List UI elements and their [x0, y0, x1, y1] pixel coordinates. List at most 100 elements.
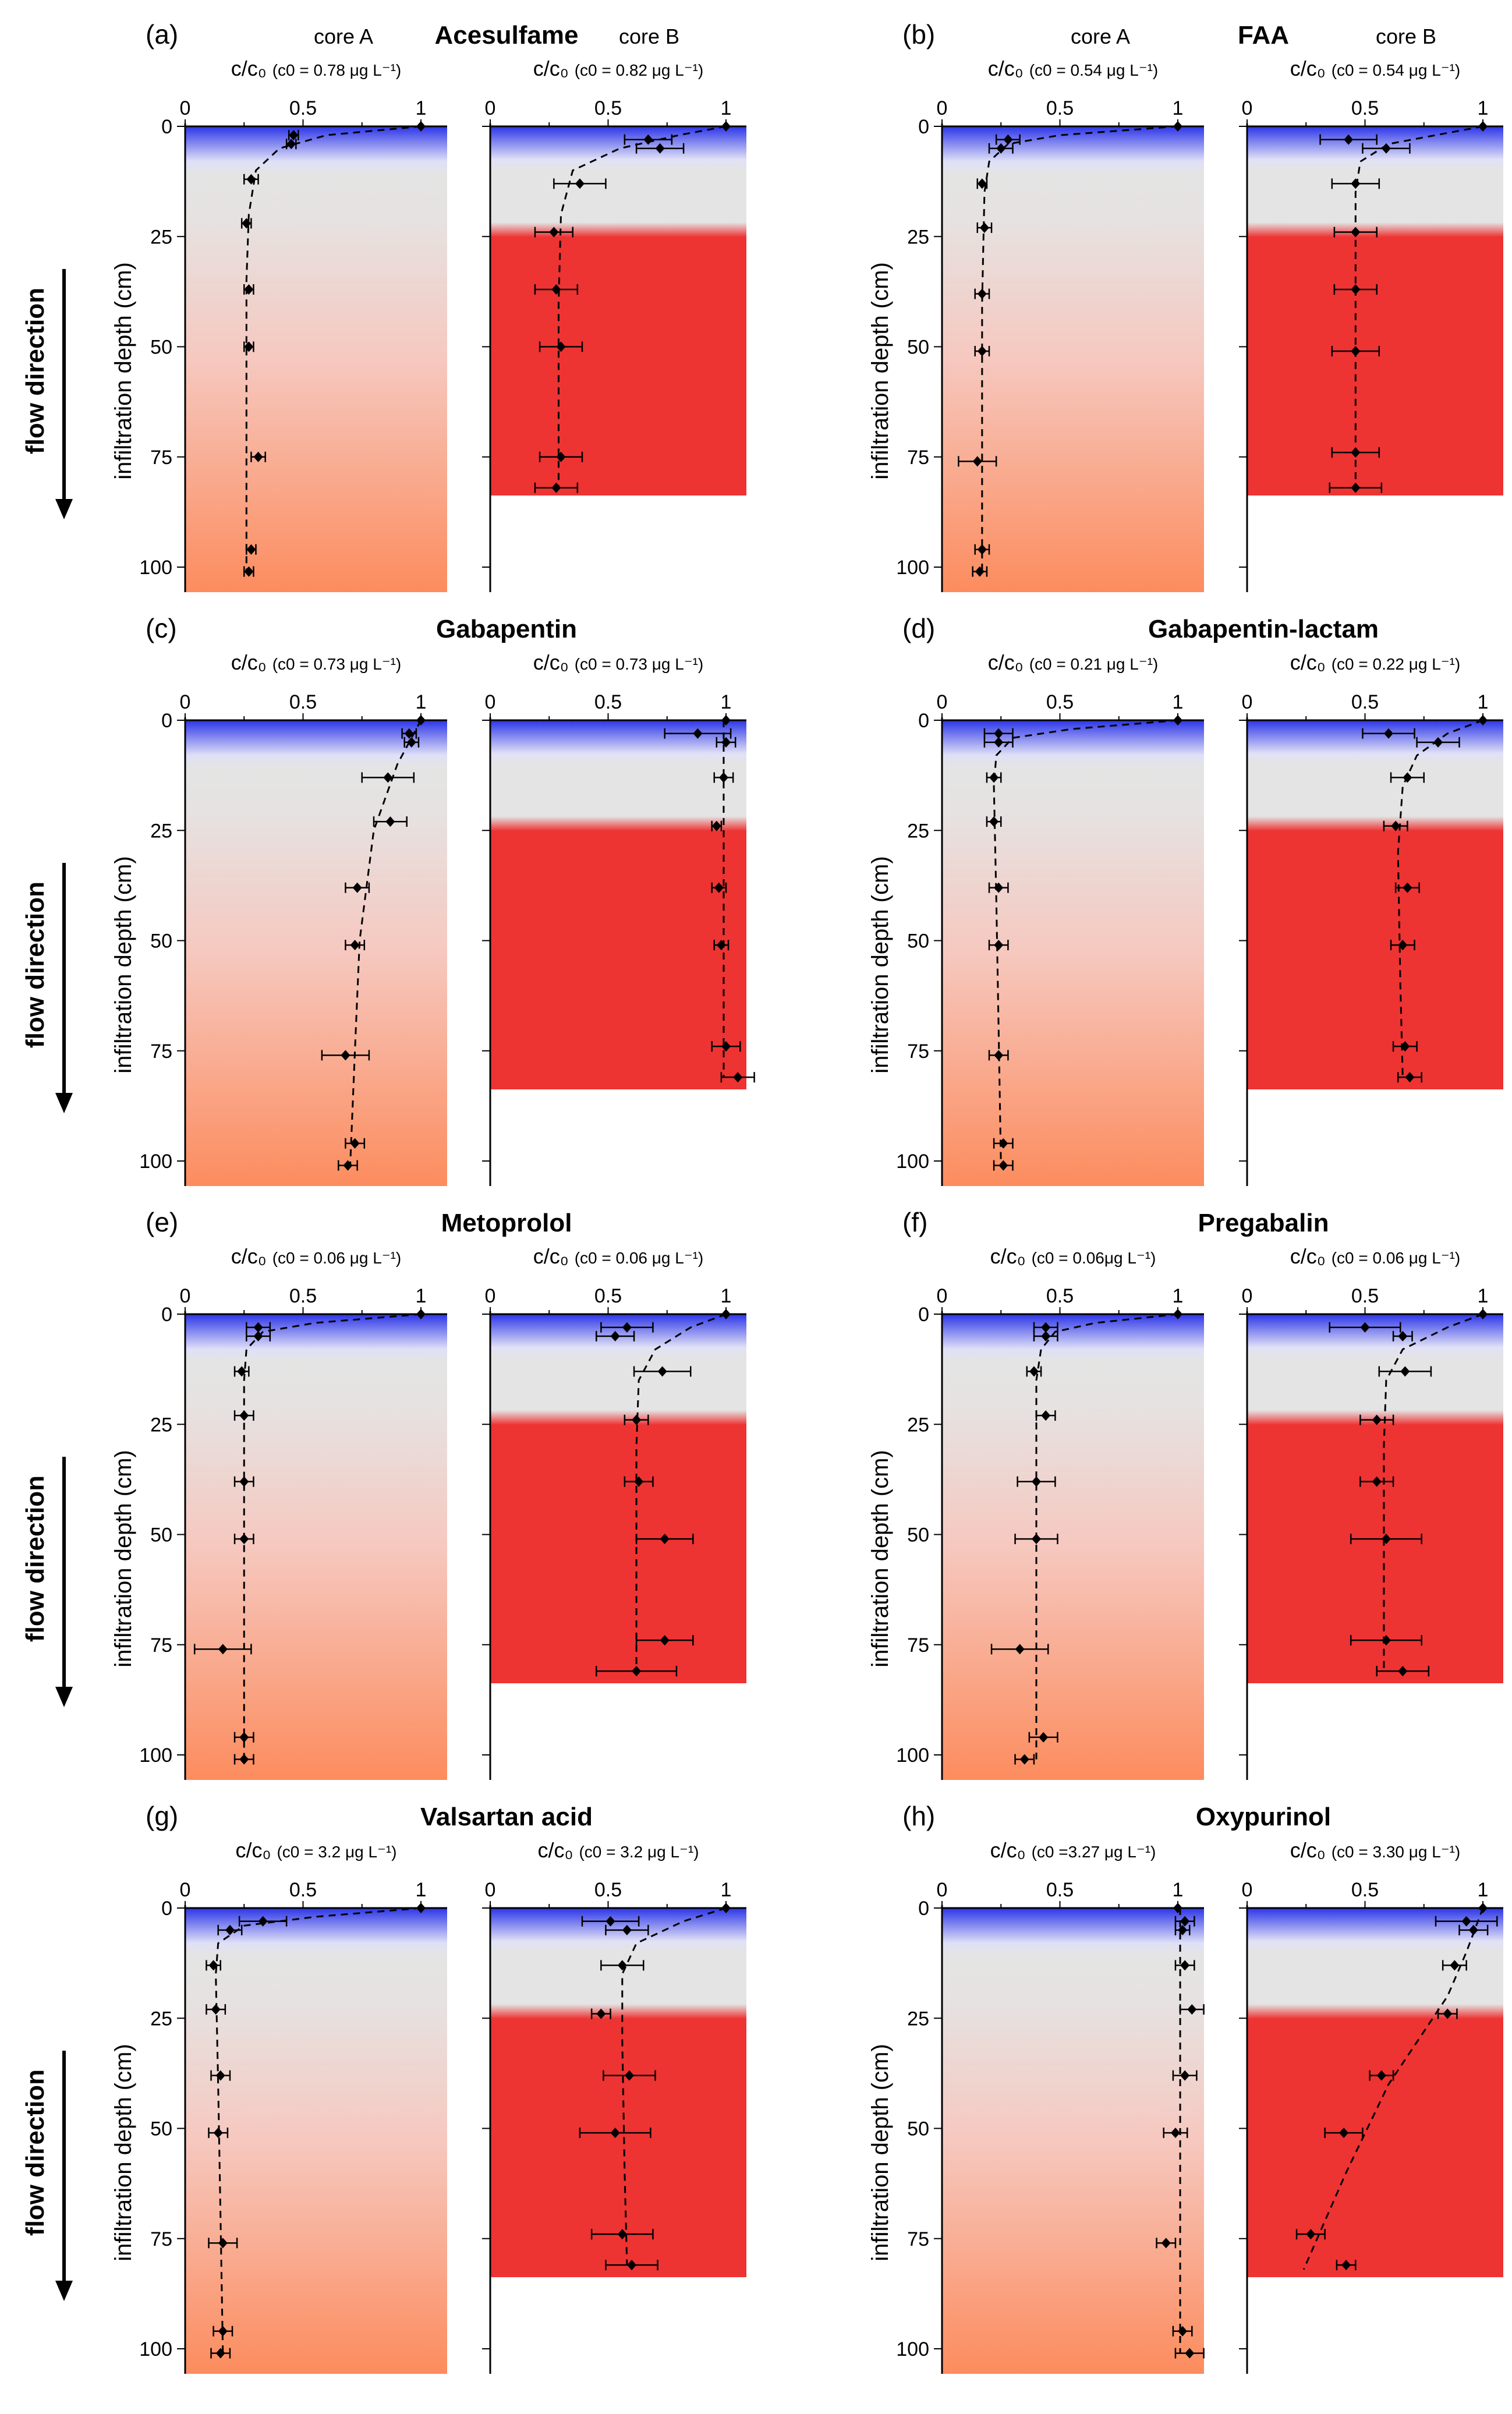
header-cc: c/c₀	[533, 650, 575, 674]
core-a-data-point	[1041, 1330, 1051, 1341]
core-a-data-point	[998, 1138, 1008, 1149]
header-c0: (c0 = 0.82 μg L⁻¹)	[575, 61, 704, 79]
core-a-data-point	[253, 451, 263, 462]
core-a-header: c/c₀ (c0 = 0.73 μg L⁻¹)	[231, 650, 402, 674]
y-tick-label: 100	[896, 1151, 929, 1173]
core-a-data-point	[977, 544, 987, 555]
panel-title: Acesulfame	[434, 21, 578, 49]
core-a-data-point	[1041, 1410, 1051, 1421]
core-a-data-point	[215, 2348, 225, 2359]
core-b-data-point	[1341, 2260, 1351, 2271]
core-b-data-point	[551, 482, 561, 493]
core-b-x-tick-label: 1	[721, 1285, 732, 1307]
core-b-x-tick-label: 0	[1242, 97, 1253, 119]
core-a-data-point	[350, 940, 360, 951]
y-tick-label: 75	[150, 2228, 172, 2250]
core-a-background	[942, 720, 1204, 1186]
core-a-fit-line	[215, 1907, 422, 2353]
header-cc: c/c₀	[231, 1244, 272, 1268]
core-a-data-point	[213, 2128, 223, 2139]
core-a-data-point	[1178, 2325, 1188, 2337]
core-a-x-tick-label: 0	[180, 1285, 191, 1307]
core-b-fit-line	[557, 125, 727, 488]
core-a-data-point	[239, 1754, 249, 1765]
y-tick-label: 100	[139, 557, 172, 579]
panel-a: (a) Acesulfame core A core B c/c₀ (c0 = 0.78…	[21, 19, 746, 592]
panel-label: (d)	[902, 613, 935, 643]
core-a-background	[942, 1908, 1204, 2374]
core-b-data-point	[721, 1309, 731, 1319]
core-b-data-point	[622, 1924, 632, 1935]
panel-title: Valsartan acid	[420, 1803, 593, 1831]
y-tick-label: 25	[907, 820, 929, 842]
core-a-data-point	[404, 728, 414, 739]
core-b-x-tick-label: 0.5	[594, 691, 622, 713]
flow-arrow-head	[55, 1687, 73, 1707]
core-b-data-point	[1351, 226, 1361, 238]
panel-label: (b)	[902, 19, 935, 49]
y-axis-label: infiltration depth (cm)	[111, 262, 136, 479]
flow-direction-label: flow direction	[21, 882, 49, 1048]
core-b-x-tick-label: 0	[1242, 1285, 1253, 1307]
core-a-data-point	[998, 1160, 1008, 1171]
y-axis-label: infiltration depth (cm)	[111, 856, 136, 1073]
core-a-data-point	[341, 1050, 350, 1061]
core-a-x-tick-label: 1	[1173, 97, 1184, 119]
core-a-label: core A	[1071, 24, 1130, 48]
core-b-data-point	[624, 2070, 634, 2081]
core-b-data-point	[1478, 715, 1488, 725]
core-a-x-tick-label: 1	[1173, 1879, 1184, 1901]
header-cc: c/c₀	[1290, 650, 1332, 674]
core-a-data-point	[343, 1160, 353, 1171]
core-b-data-point	[1398, 1330, 1408, 1341]
core-b-x-tick-label: 0.5	[1351, 691, 1379, 713]
core-b-data-point	[716, 940, 726, 951]
y-tick-label: 25	[150, 1414, 172, 1436]
core-b-fit-line	[1397, 719, 1483, 1078]
core-b-fit-line	[1302, 1907, 1484, 2270]
core-b-data-point	[596, 2008, 606, 2019]
core-a-data-point	[1041, 1322, 1051, 1333]
core-b-x-tick-label: 1	[1478, 1879, 1489, 1901]
core-a-x-tick-label: 0.5	[289, 1879, 317, 1901]
core-b-data-point	[721, 1903, 731, 1913]
core-a-x-tick-label: 0	[937, 1285, 948, 1307]
core-b-data-point	[1351, 178, 1361, 189]
core-b-data-point	[556, 341, 566, 352]
core-a-data-point	[416, 715, 426, 725]
core-b-data-point	[1478, 1309, 1488, 1319]
y-tick-label: 100	[896, 557, 929, 579]
core-b-fit-line	[1383, 1313, 1483, 1672]
panel-title: Pregabalin	[1198, 1209, 1329, 1237]
header-cc: c/c₀	[990, 1244, 1032, 1268]
core-a-header: c/c₀ (c0 = 0.21 μg L⁻¹)	[988, 650, 1159, 674]
core-a-data-point	[996, 143, 1006, 154]
header-c0: (c0 = 0.06μg L⁻¹)	[1032, 1249, 1156, 1267]
core-a-background	[185, 126, 447, 592]
core-a-fit-line	[245, 125, 422, 572]
core-a-fit-line	[993, 719, 1178, 1166]
y-tick-label: 75	[150, 447, 172, 469]
core-a-data-point	[239, 1410, 249, 1421]
core-b-data-point	[1478, 121, 1488, 132]
core-b-x-tick-label: 0	[1242, 691, 1253, 713]
core-b-background	[490, 720, 746, 1089]
y-tick-label: 0	[918, 116, 929, 138]
header-cc: c/c₀	[1290, 56, 1332, 80]
y-axis-label: infiltration depth (cm)	[867, 2044, 893, 2261]
core-b-background	[490, 1314, 746, 1683]
core-a-x-tick-label: 0	[937, 691, 948, 713]
core-b-data-point	[733, 1072, 743, 1083]
y-tick-label: 0	[161, 1304, 172, 1326]
core-a-x-tick-label: 0.5	[1046, 691, 1074, 713]
core-a-data-point	[1170, 2128, 1180, 2139]
panel-label: (a)	[146, 19, 178, 49]
header-cc: c/c₀	[990, 1838, 1032, 1862]
core-a-data-point	[1187, 2004, 1197, 2015]
core-a-x-tick-label: 0	[180, 691, 191, 713]
core-a-data-point	[218, 1644, 228, 1655]
core-b-data-point	[1351, 346, 1361, 357]
core-a-data-point	[994, 882, 1004, 893]
core-a-x-tick-label: 0.5	[289, 691, 317, 713]
